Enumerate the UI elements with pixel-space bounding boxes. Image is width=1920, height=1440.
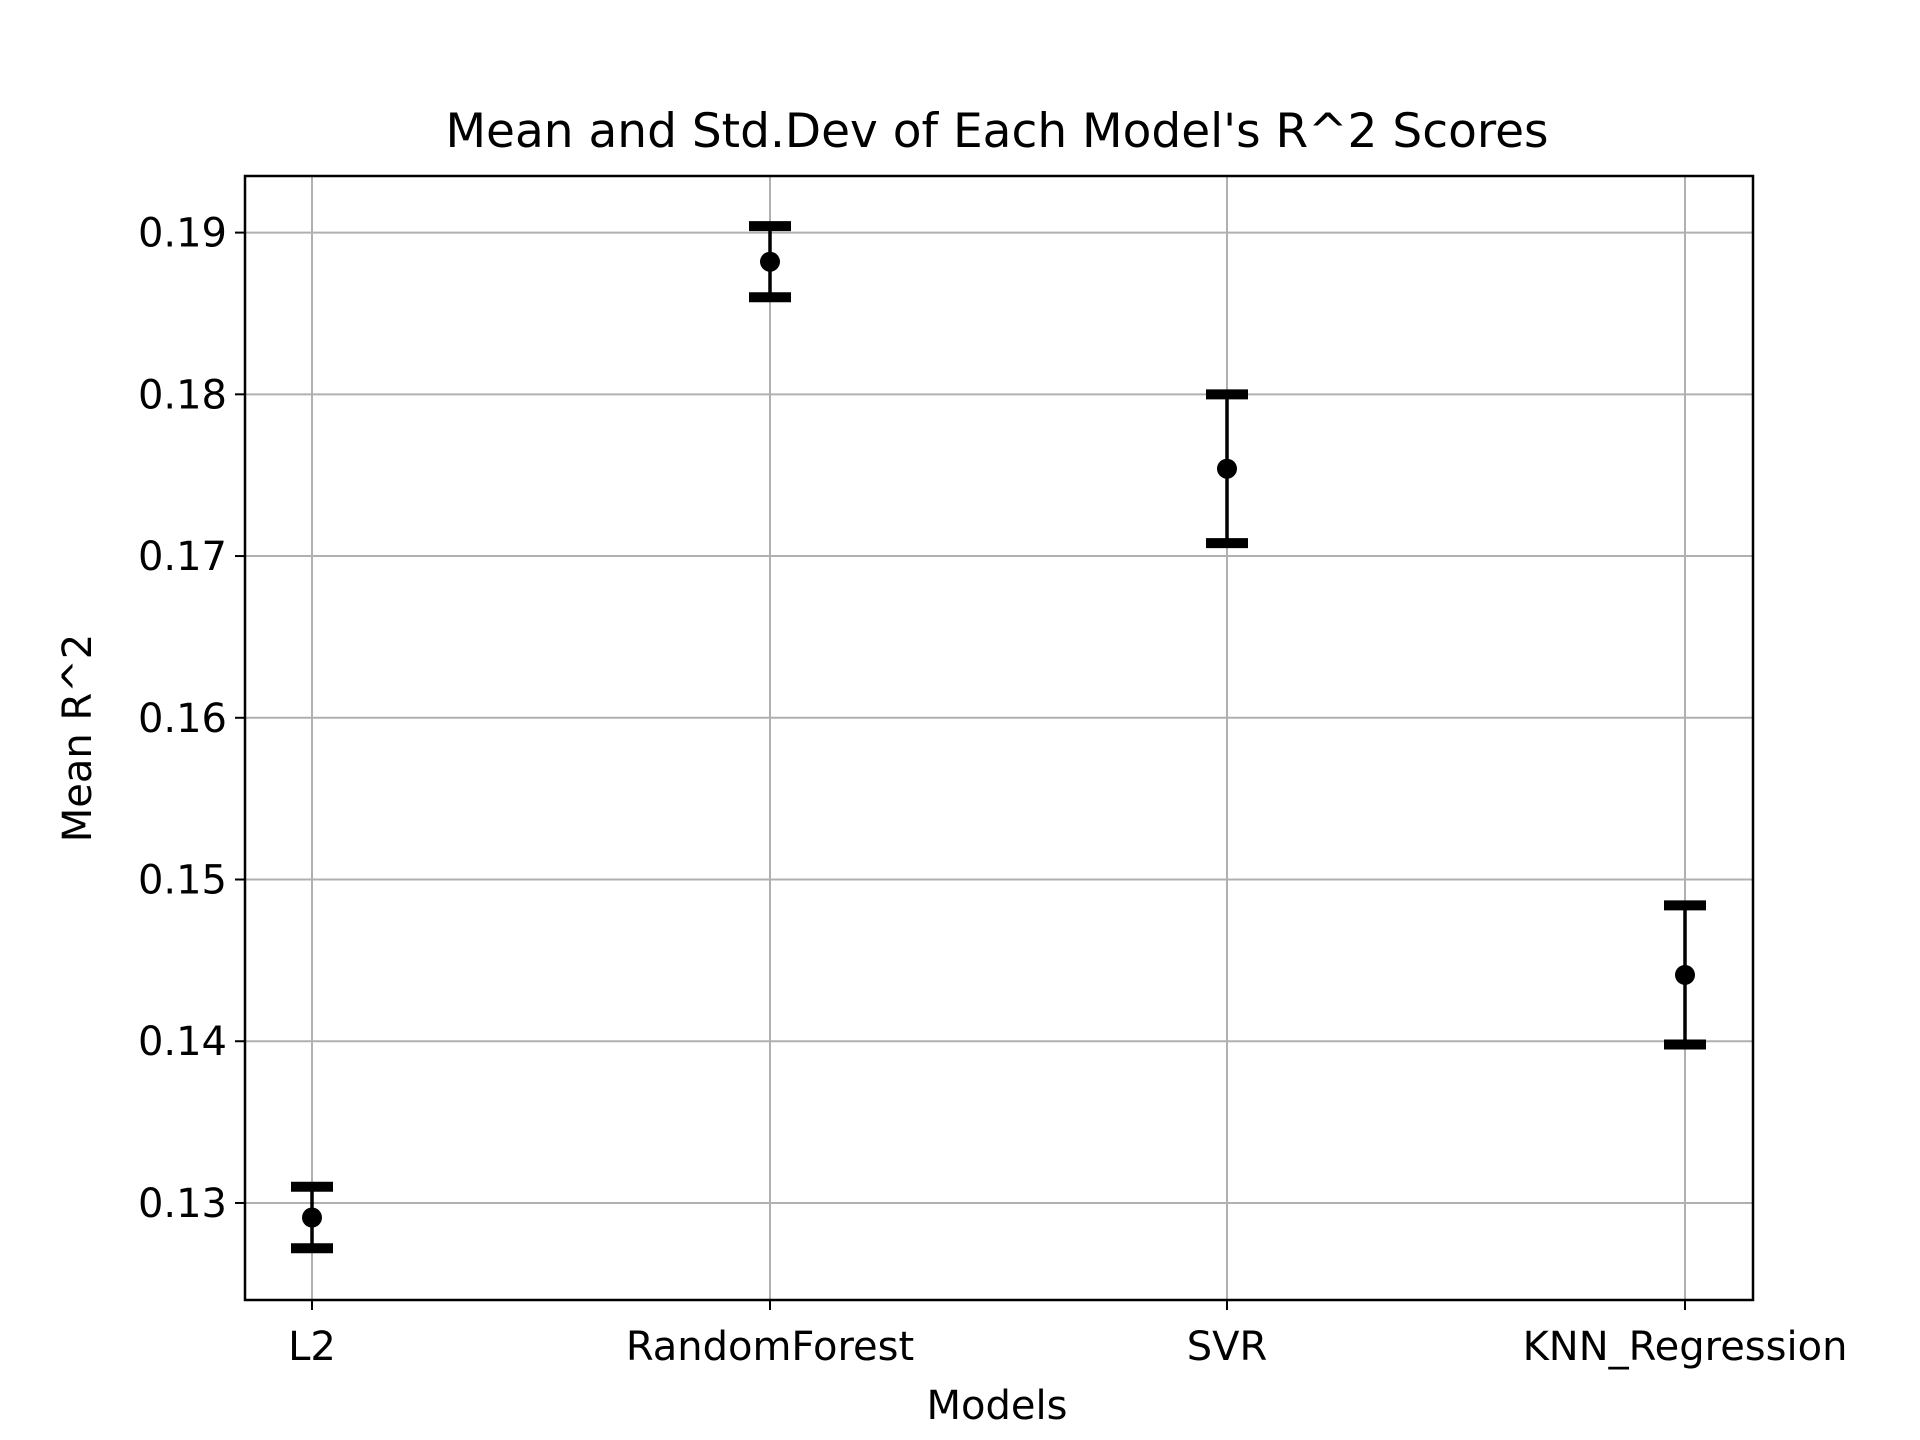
- y-tick-label: 0.18: [138, 372, 227, 418]
- mean-point: [760, 251, 780, 272]
- y-tick-label: 0.19: [138, 211, 227, 257]
- y-tick-label: 0.17: [138, 534, 227, 580]
- y-tick-label: 0.16: [138, 696, 227, 742]
- mean-point: [302, 1207, 322, 1228]
- plot-area-frame: [243, 174, 1755, 1302]
- mean-point: [1217, 458, 1237, 479]
- y-axis-label: Mean R^2: [55, 634, 101, 842]
- y-tick-label: 0.15: [138, 858, 227, 904]
- chart-title: Mean and Std.Dev of Each Model's R^2 Sco…: [445, 104, 1548, 159]
- y-tick-label: 0.14: [138, 1019, 227, 1065]
- mean-point: [1675, 964, 1695, 985]
- x-tick-label: SVR: [1187, 1324, 1268, 1370]
- y-tick-label: 0.13: [138, 1181, 227, 1227]
- x-axis: L2 RandomForest SVR KNN_Regression: [288, 1300, 1847, 1370]
- x-axis-label: Models: [927, 1383, 1068, 1429]
- y-axis: 0.13 0.14 0.15 0.16 0.17 0.18 0.19: [138, 211, 245, 1227]
- x-tick-label: RandomForest: [626, 1324, 914, 1370]
- errorbar-series: [291, 221, 1706, 1254]
- x-tick-label: KNN_Regression: [1523, 1324, 1848, 1370]
- grid: [245, 176, 1753, 1300]
- x-tick-label: L2: [288, 1324, 336, 1370]
